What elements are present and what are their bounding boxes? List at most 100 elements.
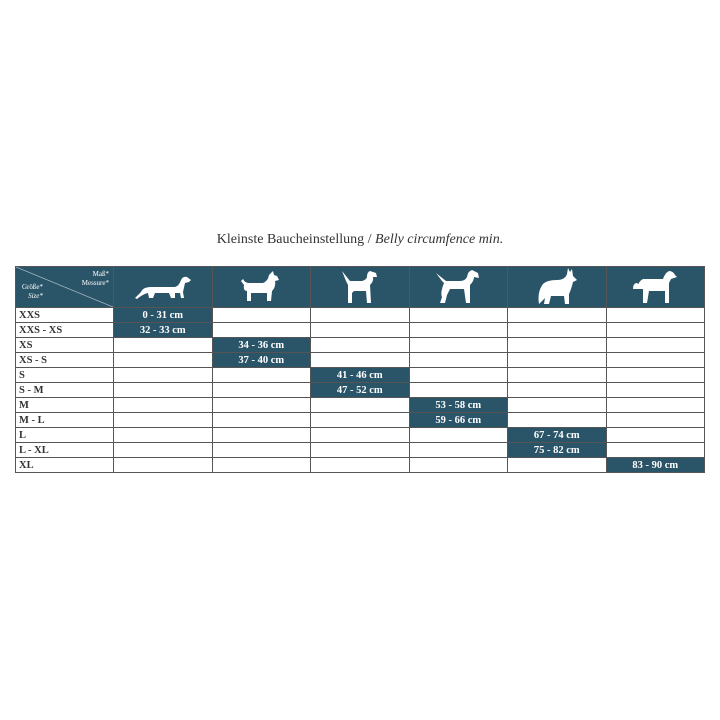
empty-cell [310,457,410,473]
size-label: L - XL [15,442,114,458]
empty-cell [211,367,311,383]
size-label: L [15,427,114,443]
measurement-cell: 0 - 31 cm [113,307,213,323]
size-label: XXS [15,307,114,323]
empty-cell [408,427,508,443]
size-label: S - M [15,382,114,398]
measure-en: Messure* [81,279,109,287]
measurement-cell: 34 - 36 cm [211,337,311,353]
empty-cell [113,412,213,428]
measurement-cell: 41 - 46 cm [310,367,410,383]
size-de: Größe* [22,283,43,291]
table-row: XXS - XS 32 - 33 cm [15,322,705,338]
table-row: XL 83 - 90 cm [15,457,705,473]
empty-cell [605,412,705,428]
empty-cell [408,442,508,458]
measurement-cell: 59 - 66 cm [408,412,508,428]
empty-cell [310,307,410,323]
empty-cell [113,337,213,353]
empty-cell [605,307,705,323]
size-label: M [15,397,114,413]
table-row: XS - S 37 - 40 cm [15,352,705,368]
schnauzer-icon [408,266,508,308]
title-german: Kleinste Baucheinstellung / [216,232,372,247]
size-label: S [15,367,114,383]
measurement-cell: 53 - 58 cm [408,397,508,413]
size-label: XS - S [15,352,114,368]
medium-dog-icon [310,266,410,308]
empty-cell [211,427,311,443]
empty-cell [113,352,213,368]
empty-cell [408,457,508,473]
size-label: XL [15,457,114,473]
empty-cell [408,307,508,323]
header-row: Maß* Messure* Größe* Size* [15,266,705,308]
measurement-cell: 67 - 74 cm [507,427,607,443]
size-table: Maß* Messure* Größe* Size* XXS 0 - 31 cm XXS… [15,266,705,473]
empty-cell [408,337,508,353]
empty-cell [408,352,508,368]
table-row: S - M 47 - 52 cm [15,382,705,398]
table-row: S 41 - 46 cm [15,367,705,383]
empty-cell [310,412,410,428]
empty-cell [605,337,705,353]
empty-cell [408,382,508,398]
empty-cell [310,397,410,413]
empty-cell [507,322,607,338]
empty-cell [211,307,311,323]
empty-cell [507,397,607,413]
empty-cell [507,457,607,473]
size-en: Size* [28,292,43,300]
size-label: XXS - XS [15,322,114,338]
empty-cell [408,322,508,338]
chart-title: Kleinste Baucheinstellung / Belly circum… [0,232,720,248]
empty-cell [113,397,213,413]
empty-cell [113,427,213,443]
large-dog-icon [605,266,705,308]
empty-cell [507,337,607,353]
empty-cell [605,352,705,368]
table-row: XS 34 - 36 cm [15,337,705,353]
measurement-cell: 75 - 82 cm [507,442,607,458]
empty-cell [211,322,311,338]
empty-cell [113,442,213,458]
empty-cell [113,382,213,398]
empty-cell [605,442,705,458]
table-row: M 53 - 58 cm [15,397,705,413]
empty-cell [211,382,311,398]
terrier-icon [211,266,311,308]
empty-cell [113,367,213,383]
empty-cell [408,367,508,383]
empty-cell [605,427,705,443]
table-row: L - XL 75 - 82 cm [15,442,705,458]
measurement-cell: 32 - 33 cm [113,322,213,338]
empty-cell [310,337,410,353]
size-label: M - L [15,412,114,428]
empty-cell [605,322,705,338]
empty-cell [605,367,705,383]
empty-cell [310,427,410,443]
shepherd-icon [507,266,607,308]
empty-cell [310,442,410,458]
measurement-cell: 47 - 52 cm [310,382,410,398]
dachshund-icon [113,266,213,308]
table-row: XXS 0 - 31 cm [15,307,705,323]
title-english: Belly circumfence min. [375,232,504,247]
empty-cell [507,307,607,323]
measurement-cell: 83 - 90 cm [605,457,705,473]
empty-cell [507,382,607,398]
size-label: XS [15,337,114,353]
table-row: L 67 - 74 cm [15,427,705,443]
table-row: M - L 59 - 66 cm [15,412,705,428]
empty-cell [211,412,311,428]
measure-de: Maß* [92,270,109,278]
empty-cell [211,397,311,413]
empty-cell [507,352,607,368]
empty-cell [507,367,607,383]
empty-cell [605,397,705,413]
empty-cell [507,412,607,428]
corner-header: Maß* Messure* Größe* Size* [15,266,114,308]
empty-cell [113,457,213,473]
empty-cell [211,442,311,458]
empty-cell [605,382,705,398]
